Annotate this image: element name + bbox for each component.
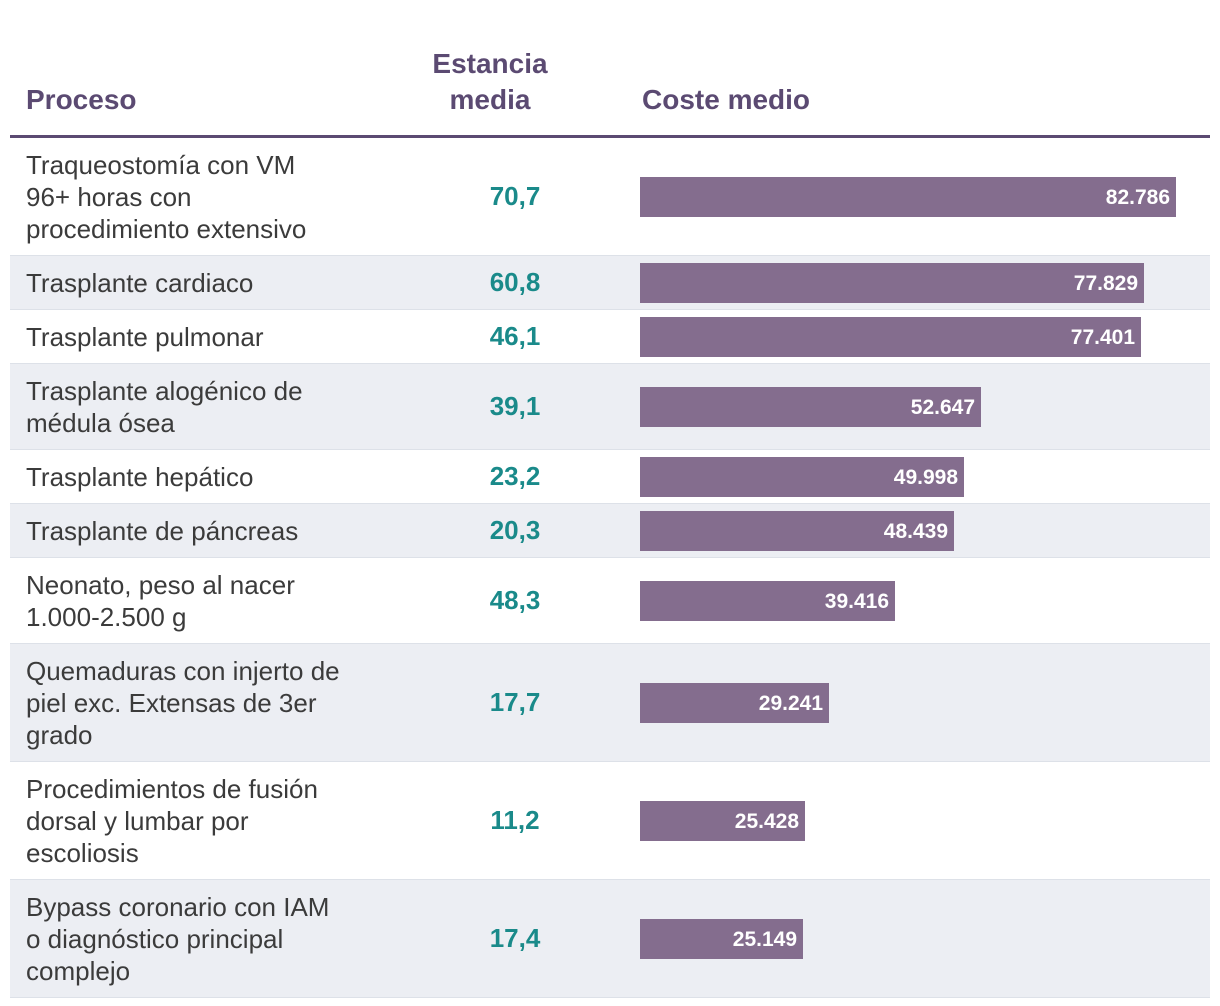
row-coste-medio: 77.829 [640, 256, 1210, 309]
header-coste-medio: Coste medio [642, 84, 811, 115]
coste-bar-svg: 48.439 [640, 511, 954, 551]
coste-bar-svg: 77.401 [640, 317, 1141, 357]
coste-bar-svg: 39.416 [640, 581, 895, 621]
coste-bar-svg: 49.998 [640, 457, 964, 497]
row-estancia-media: 48,3 [489, 585, 541, 615]
table-row: Procedimientos de fusión dorsal y lumbar… [10, 762, 1210, 880]
coste-bar [640, 581, 895, 621]
coste-bar [640, 387, 981, 427]
row-estancia-media: 23,2 [489, 461, 541, 491]
coste-bar-label: 39.416 [825, 590, 889, 613]
row-coste-medio: 25.149 [640, 880, 1210, 997]
coste-bar-label: 25.428 [735, 810, 800, 833]
cost-table: Proceso Estancia media Coste medio Traque… [10, 0, 1210, 998]
row-estancia-media: 39,1 [489, 391, 541, 421]
coste-bar [640, 317, 1141, 357]
coste-bar-label: 29.241 [759, 692, 824, 715]
row-estancia-media: 17,4 [489, 923, 541, 953]
header-estancia-media: Estancia media [432, 48, 548, 115]
table-row: Trasplante pulmonar 46,1 77.401 [10, 310, 1210, 364]
coste-bar-svg: 82.786 [640, 177, 1176, 217]
row-coste-medio: 25.428 [640, 762, 1210, 879]
table-row: Neonato, peso al nacer 1.000-2.500 g 48,3… [10, 558, 1210, 644]
table-row: Traqueostomía con VM 96+ horas con proce… [10, 138, 1210, 256]
row-coste-medio: 29.241 [640, 644, 1210, 761]
coste-bar-svg: 52.647 [640, 387, 981, 427]
coste-bar-label: 52.647 [911, 396, 975, 419]
row-estancia-media: 17,7 [489, 687, 541, 717]
coste-bar [640, 177, 1176, 217]
coste-bar-label: 48.439 [884, 520, 948, 543]
row-proceso: Procedimientos de fusión dorsal y lumbar… [26, 773, 318, 868]
table-row: Trasplante de páncreas 20,3 48.439 [10, 504, 1210, 558]
coste-bar-label: 25.149 [733, 928, 797, 951]
row-estancia-media: 46,1 [489, 321, 541, 351]
coste-bar [640, 457, 964, 497]
coste-bar [640, 919, 803, 959]
row-coste-medio: 77.401 [640, 310, 1210, 363]
table-row: Trasplante alogénico de médula ósea 39,1 5… [10, 364, 1210, 450]
coste-bar-svg: 77.829 [640, 263, 1144, 303]
table-header: Proceso Estancia media Coste medio [10, 0, 1210, 138]
coste-bar-svg: 29.241 [640, 683, 829, 723]
table-row: Trasplante hepático 23,2 49.998 [10, 450, 1210, 504]
row-coste-medio: 49.998 [640, 450, 1210, 503]
row-proceso: Trasplante pulmonar [26, 321, 264, 352]
header-proceso: Proceso [26, 84, 137, 115]
coste-bar-svg: 25.149 [640, 919, 803, 959]
row-proceso: Trasplante alogénico de médula ósea [26, 375, 303, 438]
coste-bar-svg: 25.428 [640, 801, 805, 841]
coste-bar-label: 49.998 [894, 466, 959, 489]
table-body: Traqueostomía con VM 96+ horas con proce… [10, 138, 1210, 998]
row-proceso: Neonato, peso al nacer 1.000-2.500 g [26, 569, 295, 632]
coste-bar [640, 511, 954, 551]
row-estancia-media: 11,2 [490, 805, 540, 835]
row-proceso: Trasplante cardiaco [26, 267, 254, 298]
row-coste-medio: 48.439 [640, 504, 1210, 557]
row-coste-medio: 39.416 [640, 558, 1210, 643]
coste-bar [640, 683, 829, 723]
row-proceso: Trasplante hepático [26, 461, 254, 492]
coste-bar-label: 82.786 [1106, 186, 1170, 209]
coste-bar [640, 263, 1144, 303]
table-row: Trasplante cardiaco 60,8 77.829 [10, 256, 1210, 310]
row-estancia-media: 70,7 [489, 181, 541, 211]
row-estancia-media: 20,3 [489, 515, 541, 545]
row-proceso: Trasplante de páncreas [26, 515, 299, 546]
row-proceso: Quemaduras con injerto de piel exc. Exte… [26, 655, 340, 750]
coste-bar-label: 77.401 [1071, 326, 1136, 349]
table-row: Bypass coronario con IAM o diagnóstico p… [10, 880, 1210, 998]
row-coste-medio: 82.786 [640, 138, 1210, 255]
coste-bar-label: 77.829 [1074, 272, 1138, 295]
table-row: Quemaduras con injerto de piel exc. Exte… [10, 644, 1210, 762]
row-proceso: Traqueostomía con VM 96+ horas con proce… [26, 149, 307, 244]
coste-bar [640, 801, 805, 841]
row-proceso: Bypass coronario con IAM o diagnóstico p… [26, 891, 330, 986]
row-estancia-media: 60,8 [489, 267, 541, 297]
row-coste-medio: 52.647 [640, 364, 1210, 449]
